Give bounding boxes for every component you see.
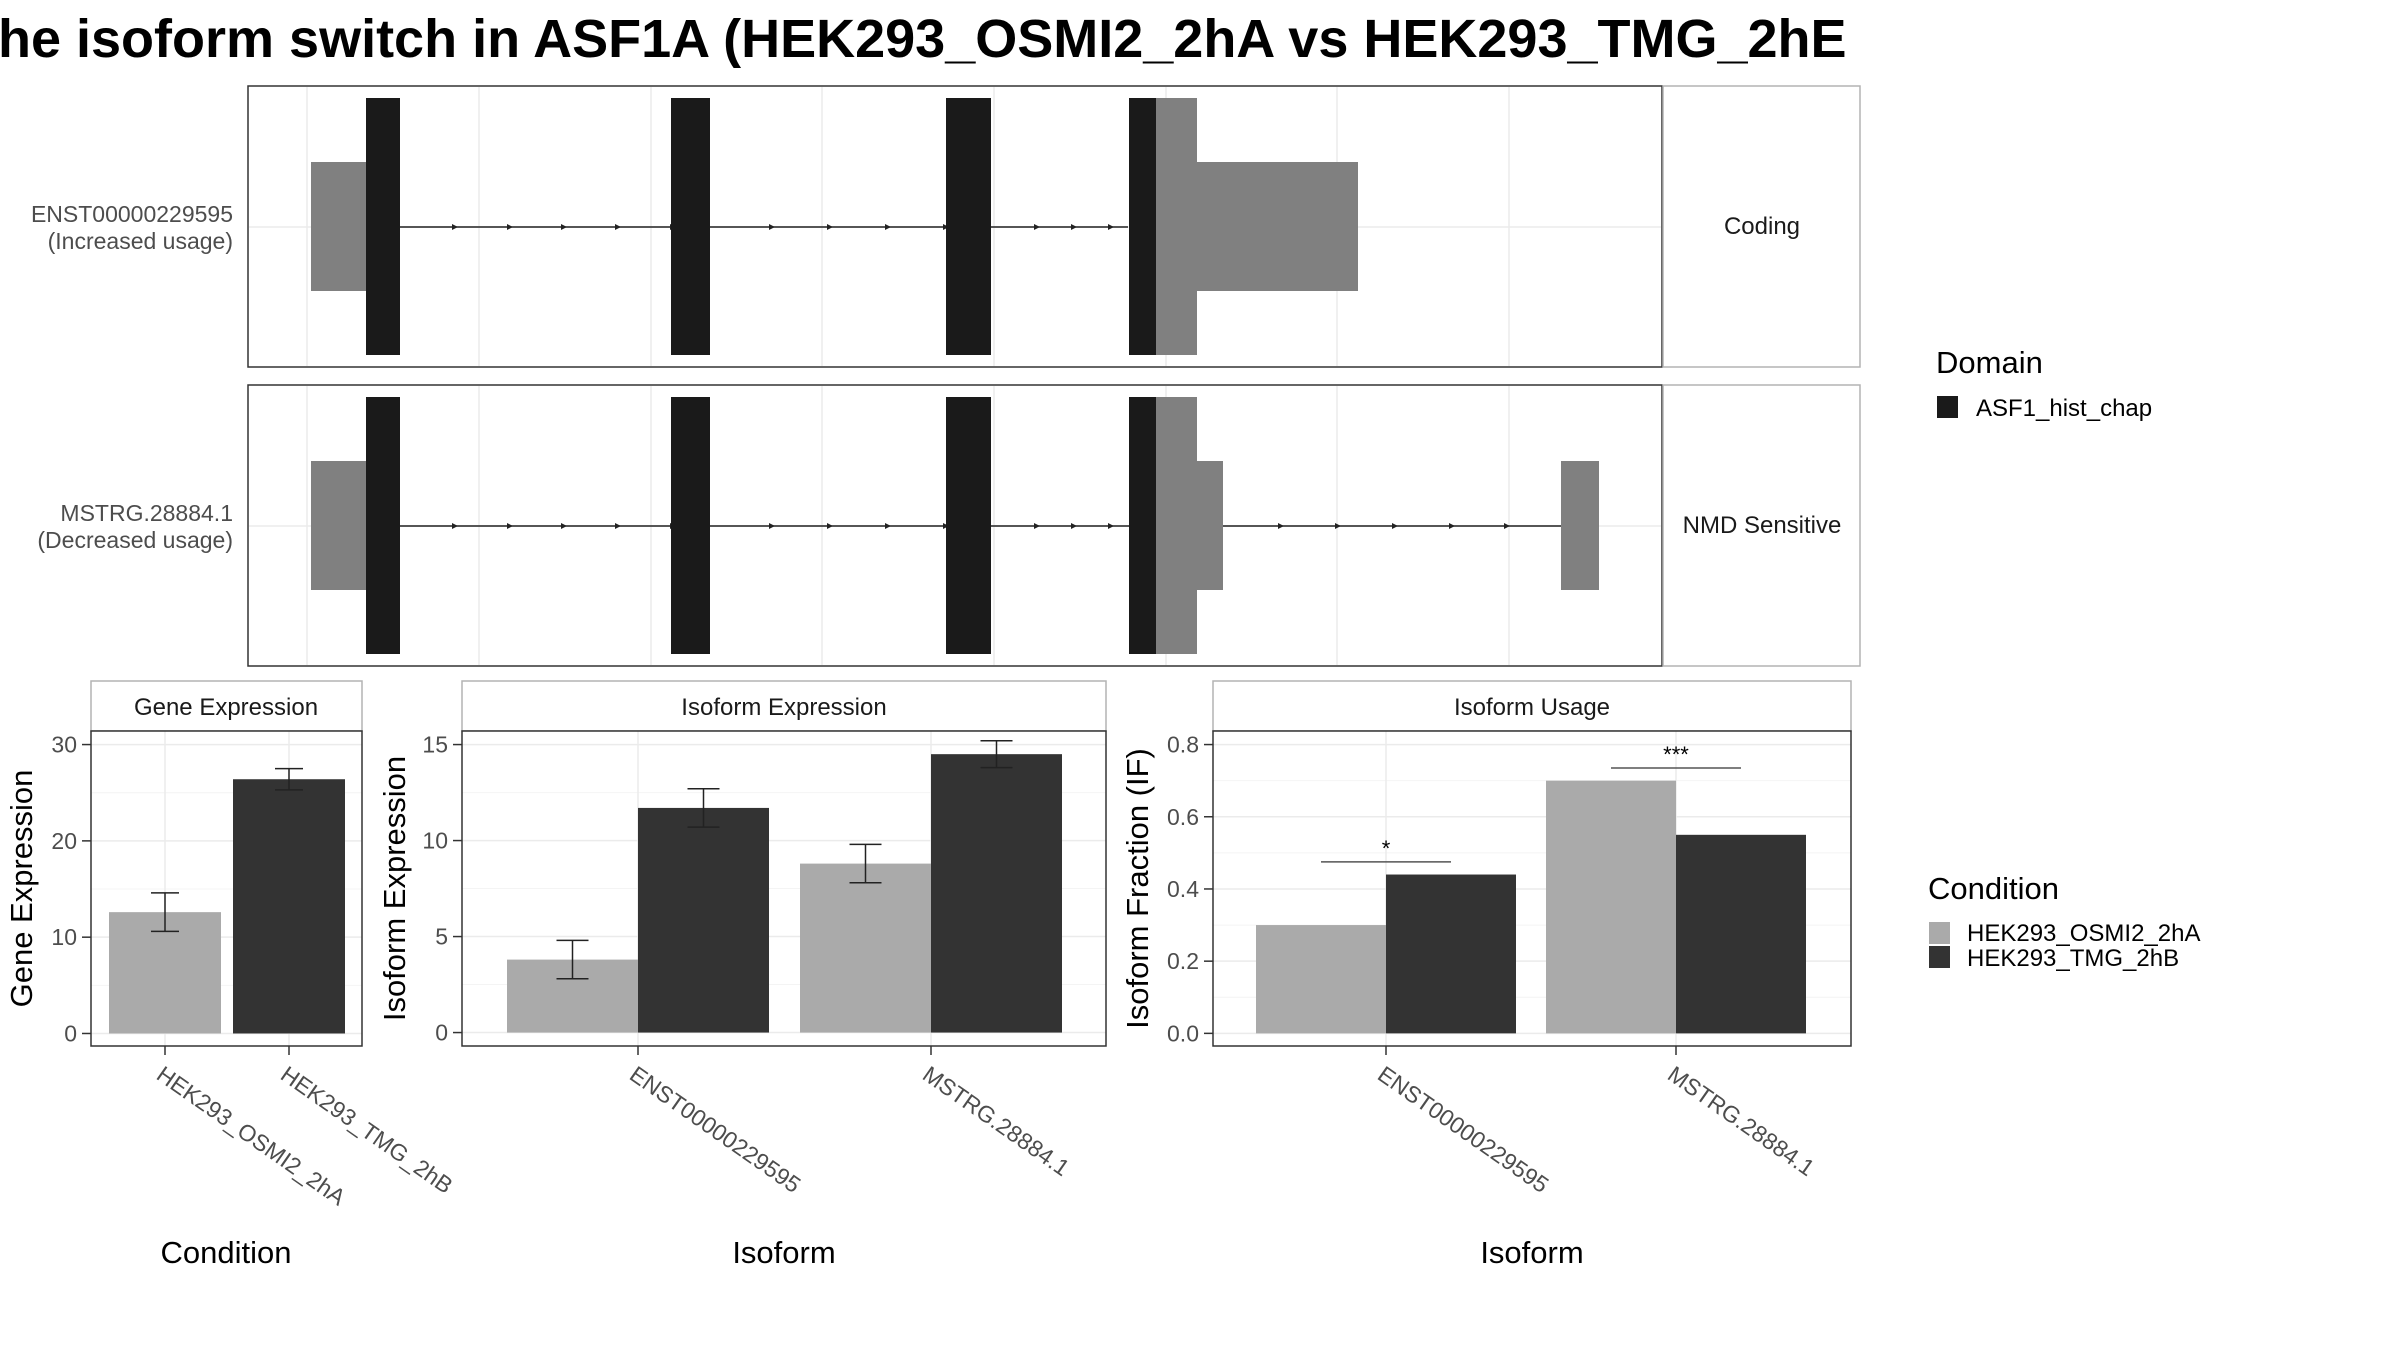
- condition-legend-swatch-a: [1929, 922, 1950, 944]
- transcript-id-label: MSTRG.28884.1: [60, 500, 233, 526]
- panel-border: [461, 730, 1107, 1047]
- significance-label: *: [1382, 836, 1391, 861]
- bar-panel-3: Isoform Usage****0.00.20.40.60.8ENST0000…: [1120, 680, 1852, 1270]
- transcript-class-strip-2: NMD Sensitive: [1662, 384, 1861, 667]
- transcript-panel-1: [247, 85, 1663, 368]
- y-tick-label: 30: [51, 732, 77, 758]
- y-tick-label: 0.2: [1167, 948, 1199, 974]
- y-tick-label: 0.8: [1167, 732, 1199, 758]
- domain-exon: [1129, 98, 1157, 355]
- utr-exon: [1156, 98, 1197, 355]
- transcript-panel-2: [247, 384, 1663, 667]
- figure-title: he isoform switch in ASF1A (HEK293_OSMI2…: [0, 9, 1847, 69]
- x-axis-title: Isoform: [732, 1235, 835, 1270]
- transcript-class-label: NMD Sensitive: [1683, 512, 1842, 539]
- y-tick-label: 0.6: [1167, 804, 1199, 830]
- utr-exon: [311, 162, 368, 291]
- domain-exon: [946, 397, 991, 654]
- bar: [931, 754, 1062, 1033]
- y-tick-label: 10: [51, 924, 77, 950]
- domain-exon: [366, 98, 400, 355]
- condition-legend-label-a: HEK293_OSMI2_2hA: [1967, 920, 2200, 947]
- utr-exon: [1195, 461, 1223, 590]
- y-tick-label: 10: [422, 828, 448, 854]
- domain-exon: [671, 98, 710, 355]
- transcript-id-label: ENST00000229595: [31, 201, 233, 227]
- x-tick-label: ENST00000229595: [1373, 1061, 1553, 1198]
- utr-exon: [311, 461, 368, 590]
- y-tick-label: 20: [51, 828, 77, 854]
- panel-strip: [1212, 680, 1852, 732]
- condition-legend: Condition HEK293_OSMI2_2hA HEK293_TMG_2h…: [1928, 871, 2200, 972]
- x-tick-label: MSTRG.28884.1: [918, 1061, 1074, 1181]
- bar: [233, 779, 345, 1034]
- y-axis-title: Gene Expression: [4, 770, 39, 1008]
- domain-exon: [366, 397, 400, 654]
- domain-legend: Domain ASF1_hist_chap: [1936, 345, 2152, 422]
- y-tick-label: 0: [64, 1020, 77, 1046]
- utr-exon: [1561, 461, 1599, 590]
- transcript-usage-label: (Increased usage): [48, 228, 233, 254]
- y-axis-title: Isoform Expression: [377, 756, 412, 1021]
- domain-exon: [946, 98, 991, 355]
- intron-arrows-1: [452, 224, 1114, 230]
- bar-charts: Gene Expression0102030HEK293_OSMI2_2hAHE…: [4, 680, 1852, 1270]
- panel-strip: [90, 680, 363, 732]
- bar-panel-2: Isoform Expression 0 5 10 15 ENST00000229595 M…: [377, 680, 1107, 1270]
- y-tick-label: 0.0: [1167, 1020, 1199, 1046]
- transcript-class-strip-1: Coding: [1662, 85, 1861, 368]
- y-tick-label: 15: [422, 732, 448, 758]
- y-tick-label: 5: [435, 924, 448, 950]
- bar: [1256, 925, 1386, 1034]
- panel-strip: [461, 680, 1107, 732]
- bar: [638, 807, 769, 1033]
- x-tick-label: MSTRG.28884.1: [1663, 1061, 1819, 1181]
- domain-legend-label: ASF1_hist_chap: [1976, 395, 2152, 422]
- y-axis-title: Isoform Fraction (IF): [1120, 748, 1155, 1029]
- significance-label: ***: [1663, 742, 1689, 767]
- condition-legend-title: Condition: [1928, 871, 2059, 906]
- bar: [800, 863, 931, 1033]
- domain-exon: [1129, 397, 1157, 654]
- panel-title: Gene Expression: [134, 694, 318, 721]
- condition-legend-label-b: HEK293_TMG_2hB: [1967, 945, 2179, 972]
- transcript-usage-label: (Decreased usage): [37, 527, 233, 553]
- domain-exon: [671, 397, 710, 654]
- bar: [1676, 834, 1806, 1034]
- y-tick-label: 0: [435, 1020, 448, 1046]
- panel-title: Isoform Expression: [681, 694, 886, 721]
- utr-exon: [1195, 162, 1358, 291]
- bar: [1386, 874, 1516, 1034]
- panel-title: Isoform Usage: [1454, 694, 1610, 721]
- utr-exon: [1156, 397, 1197, 654]
- domain-legend-title: Domain: [1936, 345, 2043, 380]
- x-axis-title: Isoform: [1480, 1235, 1583, 1270]
- x-tick-label: ENST00000229595: [625, 1061, 805, 1198]
- x-axis-title: Condition: [161, 1235, 292, 1270]
- condition-legend-swatch-b: [1929, 946, 1950, 968]
- transcript-class-label: Coding: [1724, 213, 1800, 240]
- panel-border: [90, 730, 363, 1047]
- bar: [1546, 780, 1676, 1034]
- y-tick-label: 0.4: [1167, 876, 1199, 902]
- domain-legend-swatch: [1937, 396, 1958, 418]
- bar: [109, 912, 221, 1034]
